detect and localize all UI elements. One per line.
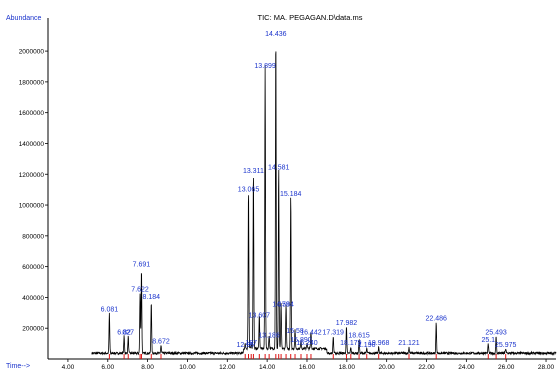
y-tick-label: 1200000 xyxy=(19,172,45,179)
x-tick-label: 12.00 xyxy=(219,364,236,370)
peak-label: 12.96 xyxy=(236,342,254,349)
x-tick-label: 20.00 xyxy=(379,364,396,370)
peak-label: 14.581 xyxy=(268,165,290,172)
x-axis-label: Time--> xyxy=(6,363,30,370)
y-tick-label: 1400000 xyxy=(19,141,45,148)
y-tick-label: 1000000 xyxy=(19,203,45,210)
peak-label: 25.1 xyxy=(481,337,495,344)
peak-label: 027 xyxy=(122,329,134,336)
peak-label: 22.486 xyxy=(425,316,447,323)
x-tick-label: 16.00 xyxy=(299,364,316,370)
peak-label: 17.982 xyxy=(336,320,358,327)
peak-label: 6.081 xyxy=(101,306,119,313)
peak-label: 7.691 xyxy=(133,262,151,269)
peak-label: 17.319 xyxy=(323,329,345,336)
peak-label: 14.436 xyxy=(265,31,287,38)
chart-title: TIC: MA. PEGAGAN.D\data.ms xyxy=(257,13,362,22)
peak-label: 1584 xyxy=(278,302,294,309)
x-tick-label: 24.00 xyxy=(458,364,475,370)
peak-label: 13.899 xyxy=(254,63,276,70)
peak-label: 13.065 xyxy=(238,186,260,193)
y-axis-label: Abundance xyxy=(6,15,42,22)
y-tick-label: 1600000 xyxy=(19,110,45,117)
y-tick-label: 200000 xyxy=(22,326,44,333)
y-tick-label: 800000 xyxy=(22,233,44,240)
x-tick-label: 14.00 xyxy=(259,364,276,370)
trace-layer xyxy=(91,51,557,359)
x-tick-label: 4.00 xyxy=(62,364,75,370)
peak-label: 6.82 xyxy=(117,329,131,336)
peak-label: 1.190 xyxy=(358,342,376,349)
peak-label: 15.184 xyxy=(280,191,302,198)
tic-trace-line xyxy=(91,51,557,356)
x-tick-label: 18.00 xyxy=(339,364,356,370)
axes-layer: 200000 400000 600000 800000 1000000 1200000 14… xyxy=(19,18,556,371)
peak-label: 13.311 xyxy=(243,168,264,175)
y-tick-label: 1800000 xyxy=(19,79,45,86)
peak-label: 19.968 xyxy=(368,340,390,347)
x-tick-label: 22.00 xyxy=(418,364,435,370)
x-tick-label: 6.00 xyxy=(101,364,114,370)
peak-label: 8.184 xyxy=(143,294,161,301)
x-tick-label: 28.00 xyxy=(538,364,555,370)
peak-label: 14.79 xyxy=(272,302,290,309)
peak-label: 8.672 xyxy=(152,339,170,346)
peak-label: 15.58 xyxy=(286,328,304,335)
peak-label: 15.890 xyxy=(290,337,312,344)
peak-label: 7.622 xyxy=(131,286,149,293)
x-tick-label: 8.00 xyxy=(141,364,154,370)
peak-label: 16.442 xyxy=(300,329,322,336)
peak-label: 18.615 xyxy=(348,333,370,340)
peak-label: 13.186 xyxy=(258,333,280,340)
y-tick-label: 600000 xyxy=(22,264,44,271)
peak-label: 21.121 xyxy=(398,340,420,347)
peak-label: 16.240 xyxy=(296,340,318,347)
peak-label: 25.975 xyxy=(495,342,517,349)
y-tick-label: 400000 xyxy=(22,295,44,302)
x-tick-label: 10.00 xyxy=(179,364,196,370)
peak-label: 187 xyxy=(245,340,257,347)
peak-label: 25.493 xyxy=(485,329,507,336)
peak-label: 13.607 xyxy=(249,313,271,320)
x-tick-label: 26.00 xyxy=(498,364,515,370)
peak-label: 18.179 xyxy=(340,340,362,347)
y-tick-label: 2000000 xyxy=(19,49,45,56)
